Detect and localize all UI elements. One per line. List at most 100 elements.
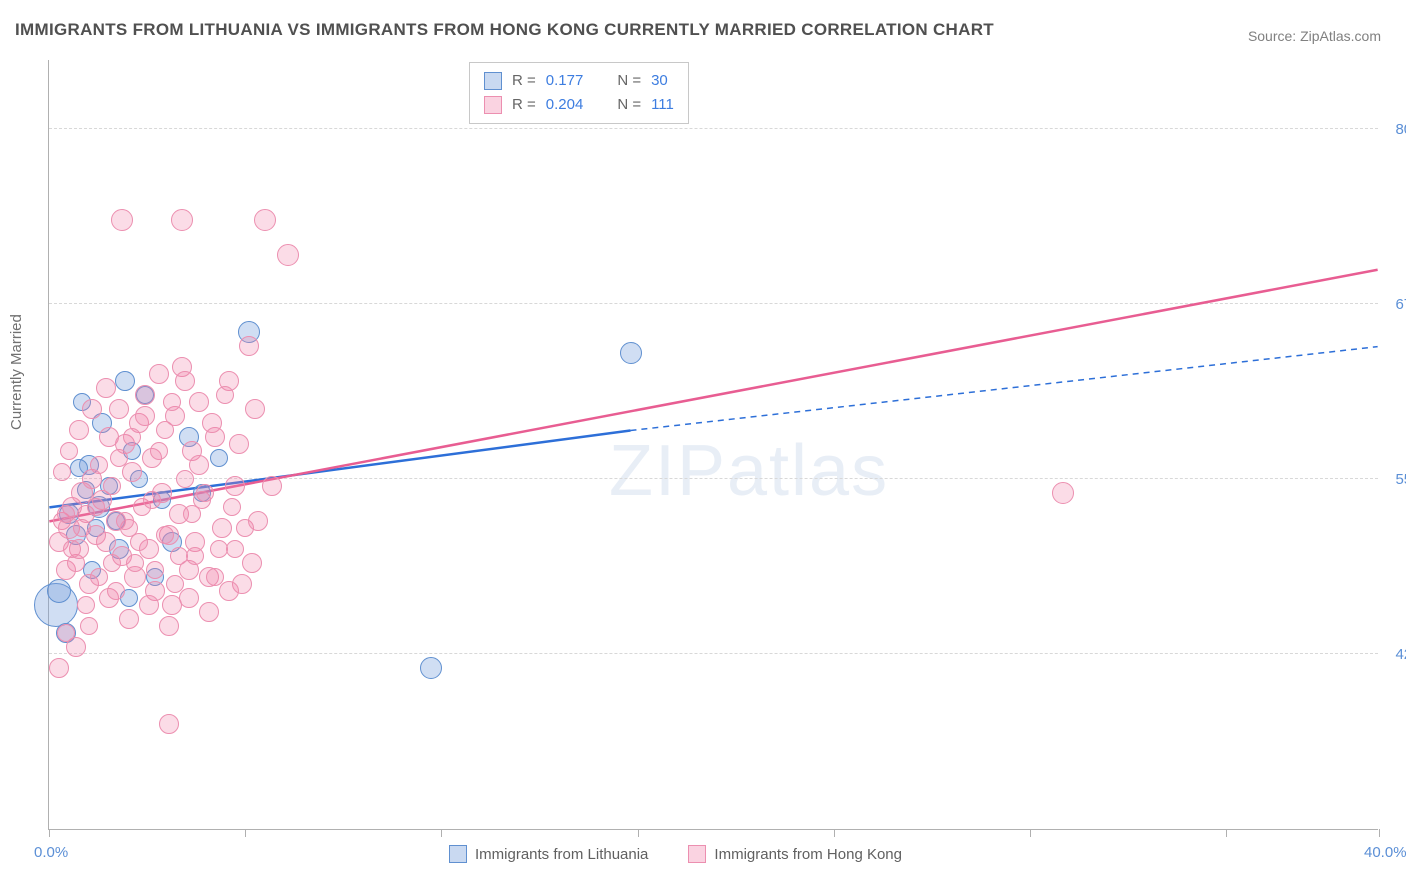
scatter-point [248, 511, 268, 531]
scatter-point [110, 449, 128, 467]
chart-title: IMMIGRANTS FROM LITHUANIA VS IMMIGRANTS … [15, 20, 994, 40]
scatter-point [107, 582, 125, 600]
scatter-point [226, 540, 244, 558]
scatter-point [69, 420, 89, 440]
y-tick-label: 67.5% [1395, 296, 1406, 313]
scatter-point [212, 518, 232, 538]
scatter-point [210, 540, 228, 558]
scatter-point [57, 505, 75, 523]
scatter-point [96, 532, 116, 552]
scatter-point [159, 714, 179, 734]
r-value: 0.204 [546, 93, 584, 117]
scatter-point [122, 462, 142, 482]
scatter-point [620, 342, 642, 364]
scatter-point [223, 498, 241, 516]
scatter-point [49, 658, 69, 678]
scatter-point [159, 616, 179, 636]
gridline [49, 653, 1378, 654]
scatter-point [163, 393, 181, 411]
scatter-point [186, 547, 204, 565]
gridline [49, 128, 1378, 129]
scatter-point [171, 209, 193, 231]
x-tick [245, 829, 246, 837]
scatter-point [420, 657, 442, 679]
scatter-point [206, 568, 224, 586]
legend-item-lithuania: Immigrants from Lithuania [449, 845, 648, 863]
scatter-point [202, 413, 222, 433]
scatter-point [1052, 482, 1074, 504]
x-tick [1226, 829, 1227, 837]
gridline [49, 478, 1378, 479]
scatter-point [135, 406, 155, 426]
scatter-point [66, 637, 86, 657]
scatter-point [96, 378, 116, 398]
scatter-point [77, 596, 95, 614]
gridline [49, 303, 1378, 304]
scatter-point [135, 385, 155, 405]
scatter-point [229, 434, 249, 454]
scatter-point [123, 428, 141, 446]
scatter-point [103, 477, 121, 495]
scatter-point [189, 455, 209, 475]
scatter-point [90, 568, 108, 586]
source-attribution: Source: ZipAtlas.com [1248, 28, 1381, 44]
scatter-point [277, 244, 299, 266]
scatter-point [143, 491, 161, 509]
scatter-point [87, 498, 105, 516]
x-tick [638, 829, 639, 837]
scatter-point [170, 547, 188, 565]
x-tick-label: 0.0% [34, 844, 68, 861]
scatter-point [245, 399, 265, 419]
swatch-icon [484, 72, 502, 90]
scatter-point [262, 476, 282, 496]
scatter-point [103, 554, 121, 572]
scatter-point [189, 392, 209, 412]
r-label: R = [512, 69, 536, 93]
scatter-point [109, 399, 129, 419]
scatter-point [225, 476, 245, 496]
x-tick [834, 829, 835, 837]
scatter-point [175, 371, 195, 391]
scatter-point [90, 456, 108, 474]
bottom-legend: Immigrants from Lithuania Immigrants fro… [449, 845, 902, 863]
scatter-point [216, 386, 234, 404]
y-tick-label: 55.0% [1395, 471, 1406, 488]
y-axis-label: Currently Married [8, 314, 25, 430]
scatter-point [196, 484, 214, 502]
y-tick-label: 80.0% [1395, 121, 1406, 138]
scatter-point [126, 554, 144, 572]
n-label: N = [617, 93, 641, 117]
scatter-point [239, 336, 259, 356]
scatter-point [111, 209, 133, 231]
n-value: 111 [651, 93, 674, 117]
scatter-point [116, 512, 134, 530]
scatter-point [139, 595, 159, 615]
n-value: 30 [651, 69, 668, 93]
legend-item-hongkong: Immigrants from Hong Kong [688, 845, 902, 863]
scatter-point [60, 442, 78, 460]
scatter-point [183, 505, 201, 523]
chart-plot-area: ZIPatlas 42.5%55.0%67.5%80.0%0.0%40.0% R… [48, 60, 1378, 830]
r-label: R = [512, 93, 536, 117]
y-tick-label: 42.5% [1395, 646, 1406, 663]
scatter-point [47, 579, 71, 603]
correlation-stats-box: R = 0.177 N = 30 R = 0.204 N = 111 [469, 62, 689, 124]
scatter-point [119, 609, 139, 629]
scatter-point [63, 540, 81, 558]
scatter-point [130, 533, 148, 551]
scatter-point [166, 575, 184, 593]
scatter-point [199, 602, 219, 622]
scatter-point [53, 463, 71, 481]
n-label: N = [617, 69, 641, 93]
scatter-point [115, 371, 135, 391]
x-tick [1030, 829, 1031, 837]
x-tick-label: 40.0% [1364, 844, 1406, 861]
scatter-point [254, 209, 276, 231]
swatch-icon [688, 845, 706, 863]
scatter-point [156, 526, 174, 544]
stats-row-hongkong: R = 0.204 N = 111 [484, 93, 674, 117]
legend-label: Immigrants from Lithuania [475, 846, 648, 863]
swatch-icon [484, 96, 502, 114]
scatter-point [179, 588, 199, 608]
scatter-point [219, 581, 239, 601]
